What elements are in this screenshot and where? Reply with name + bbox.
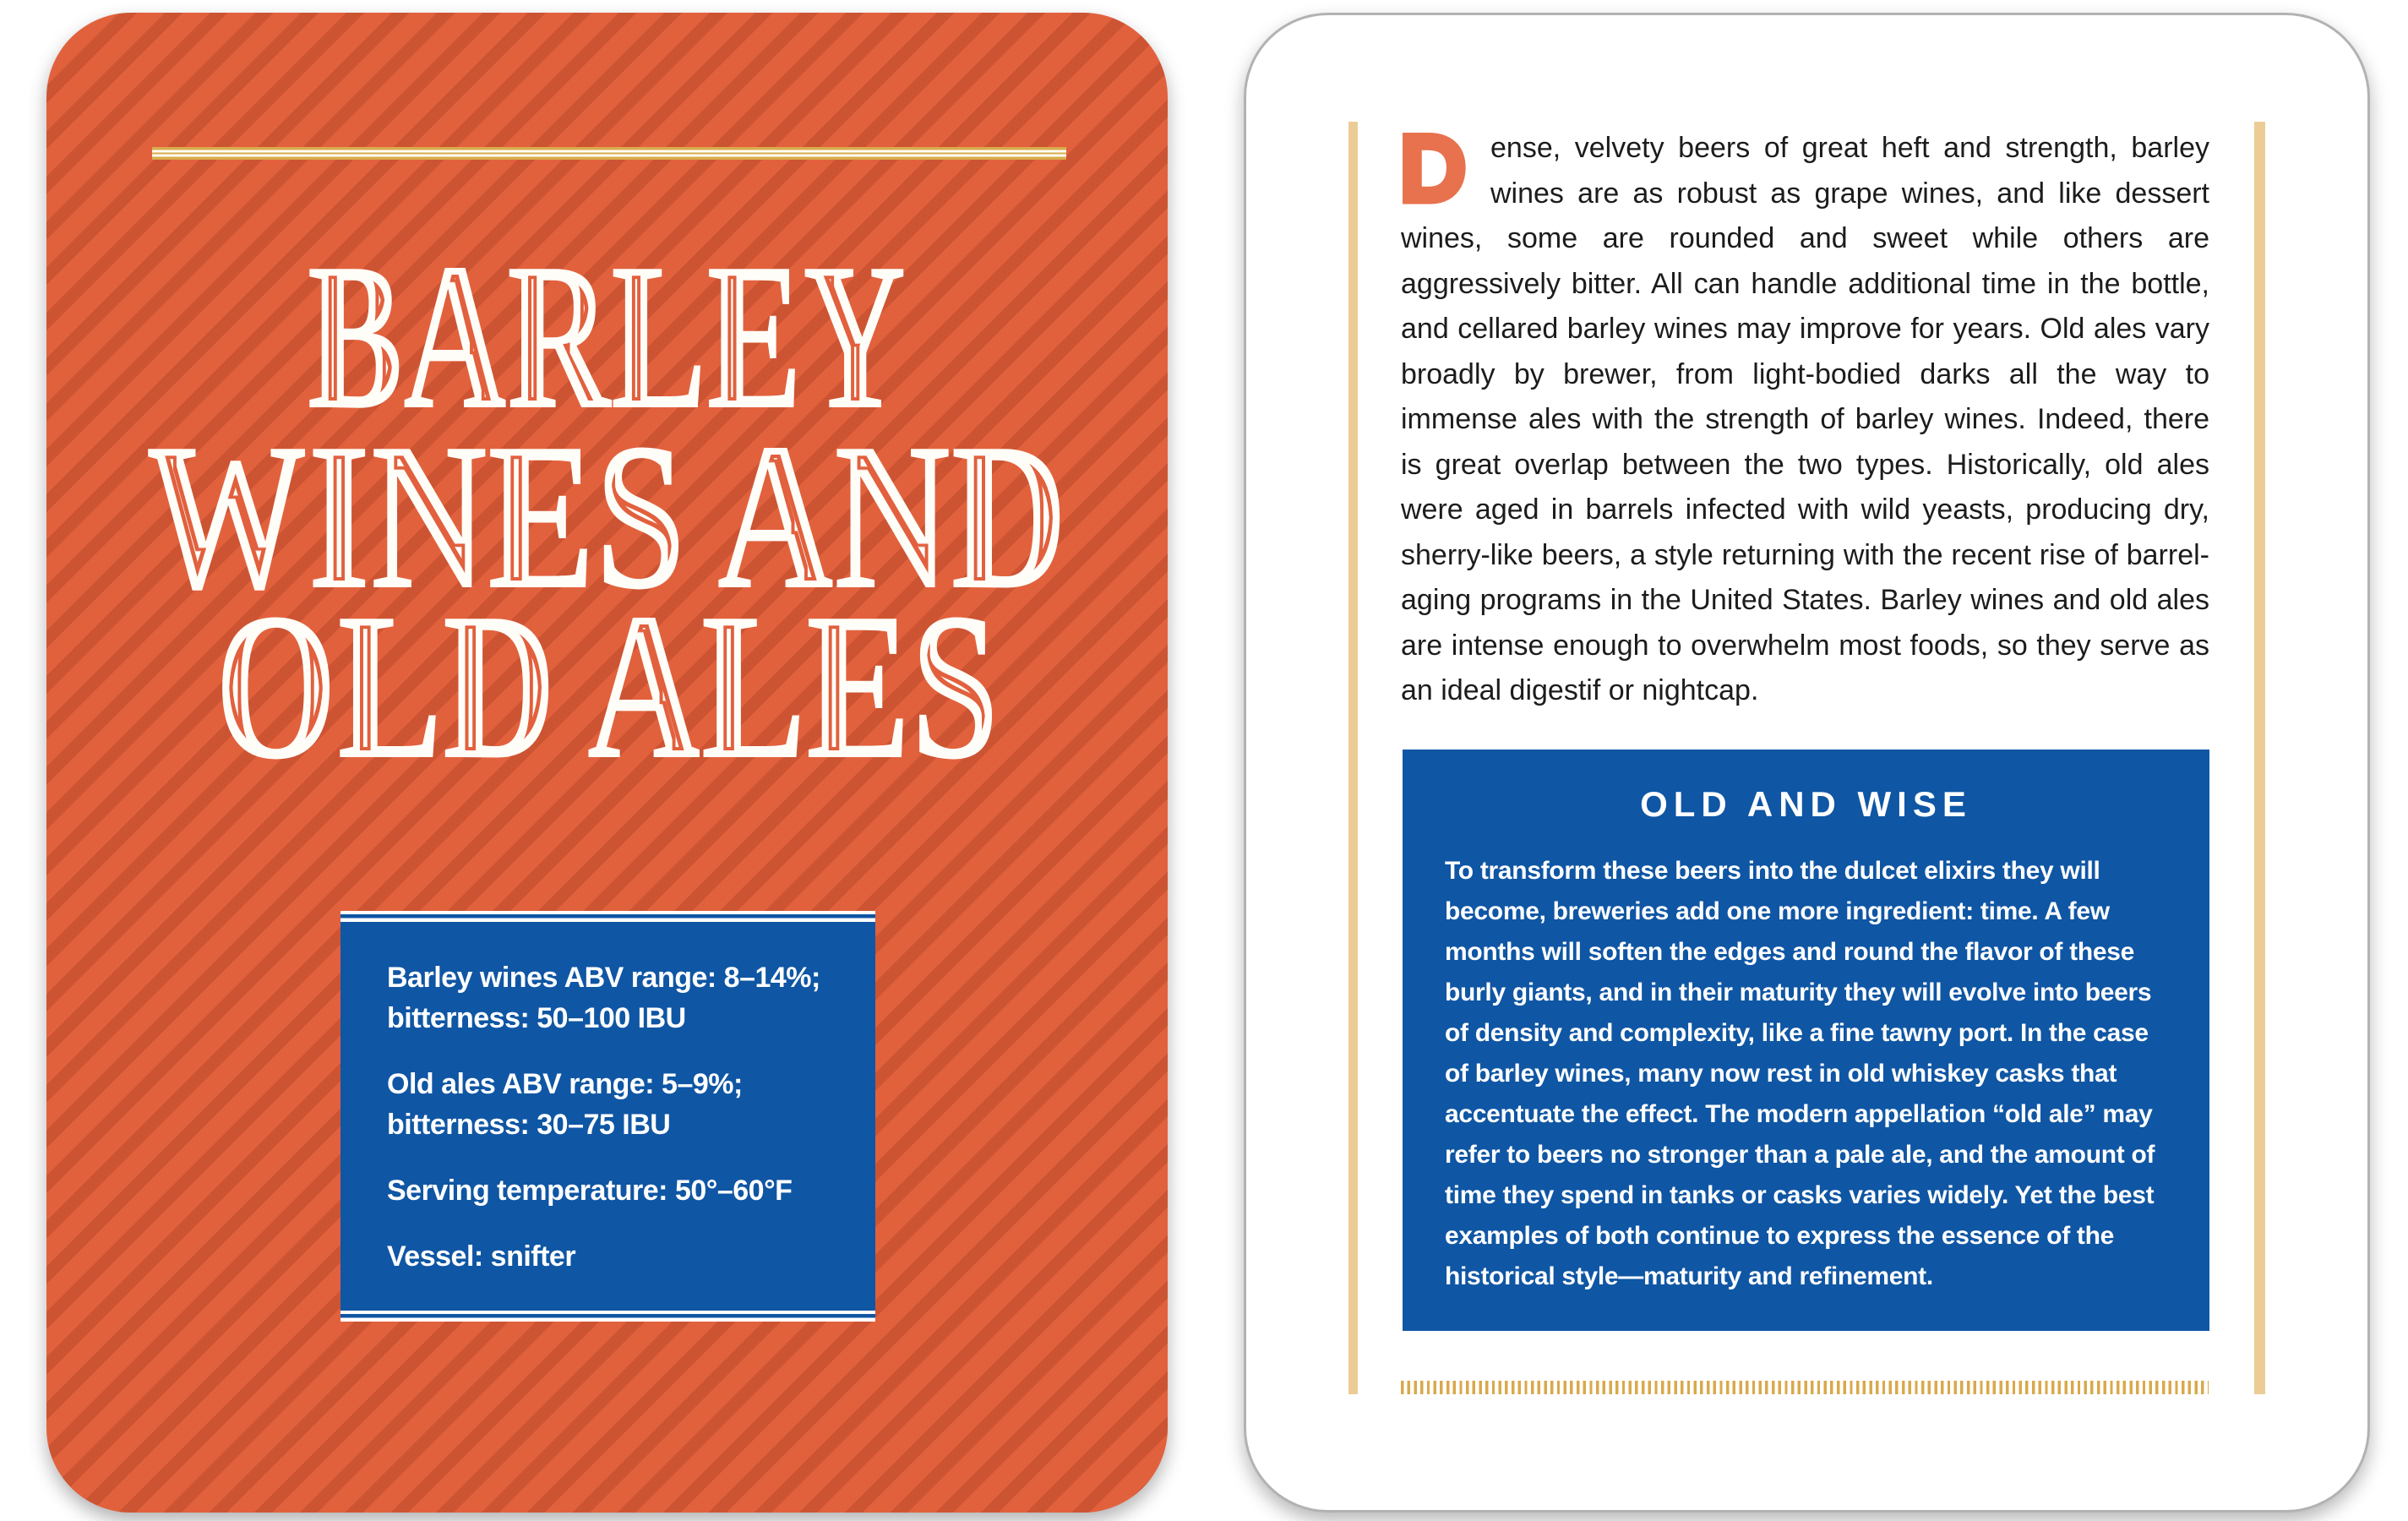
stat-abv-old-ales: Old ales ABV range: 5–9%; bitterness: 30… xyxy=(387,1068,743,1141)
old-and-wise-callout: OLD AND WISE To transform these beers in… xyxy=(1403,750,2209,1331)
title-line-2: WINES AND xyxy=(146,400,1068,634)
style-stats-content: Barley wines ABV range: 8–14%; bitternes… xyxy=(340,922,875,1311)
gold-double-rule xyxy=(152,147,1066,160)
callout-body: To transform these beers into the dulcet… xyxy=(1445,857,2155,1290)
stat-serving-temperature: Serving temperature: 50°–60°F xyxy=(387,1175,793,1207)
right-margin-rule xyxy=(2254,122,2265,1394)
style-stats-box: Barley wines ABV range: 8–14%; bitternes… xyxy=(340,911,875,1322)
callout-title: OLD AND WISE xyxy=(1640,784,1972,824)
left-card: BARLEY WINES AND OLD ALES Barley wines A… xyxy=(46,13,1168,1513)
box-bottom-rule xyxy=(340,1311,875,1322)
title-line-1: BARLEY xyxy=(308,220,907,454)
box-top-rule xyxy=(340,911,875,922)
left-margin-rule xyxy=(1348,122,1358,1394)
card-title: BARLEY WINES AND OLD ALES xyxy=(146,220,1068,804)
drop-cap: D xyxy=(1396,120,1470,219)
intro-text: ense, velvety beers of great heft and st… xyxy=(1401,132,2209,706)
tick-ornament xyxy=(1401,1381,2209,1394)
title-line-3: OLD ALES xyxy=(215,570,999,804)
stat-vessel: Vessel: snifter xyxy=(387,1240,576,1273)
stat-abv-barley-wines: Barley wines ABV range: 8–14%; bitternes… xyxy=(387,962,820,1034)
